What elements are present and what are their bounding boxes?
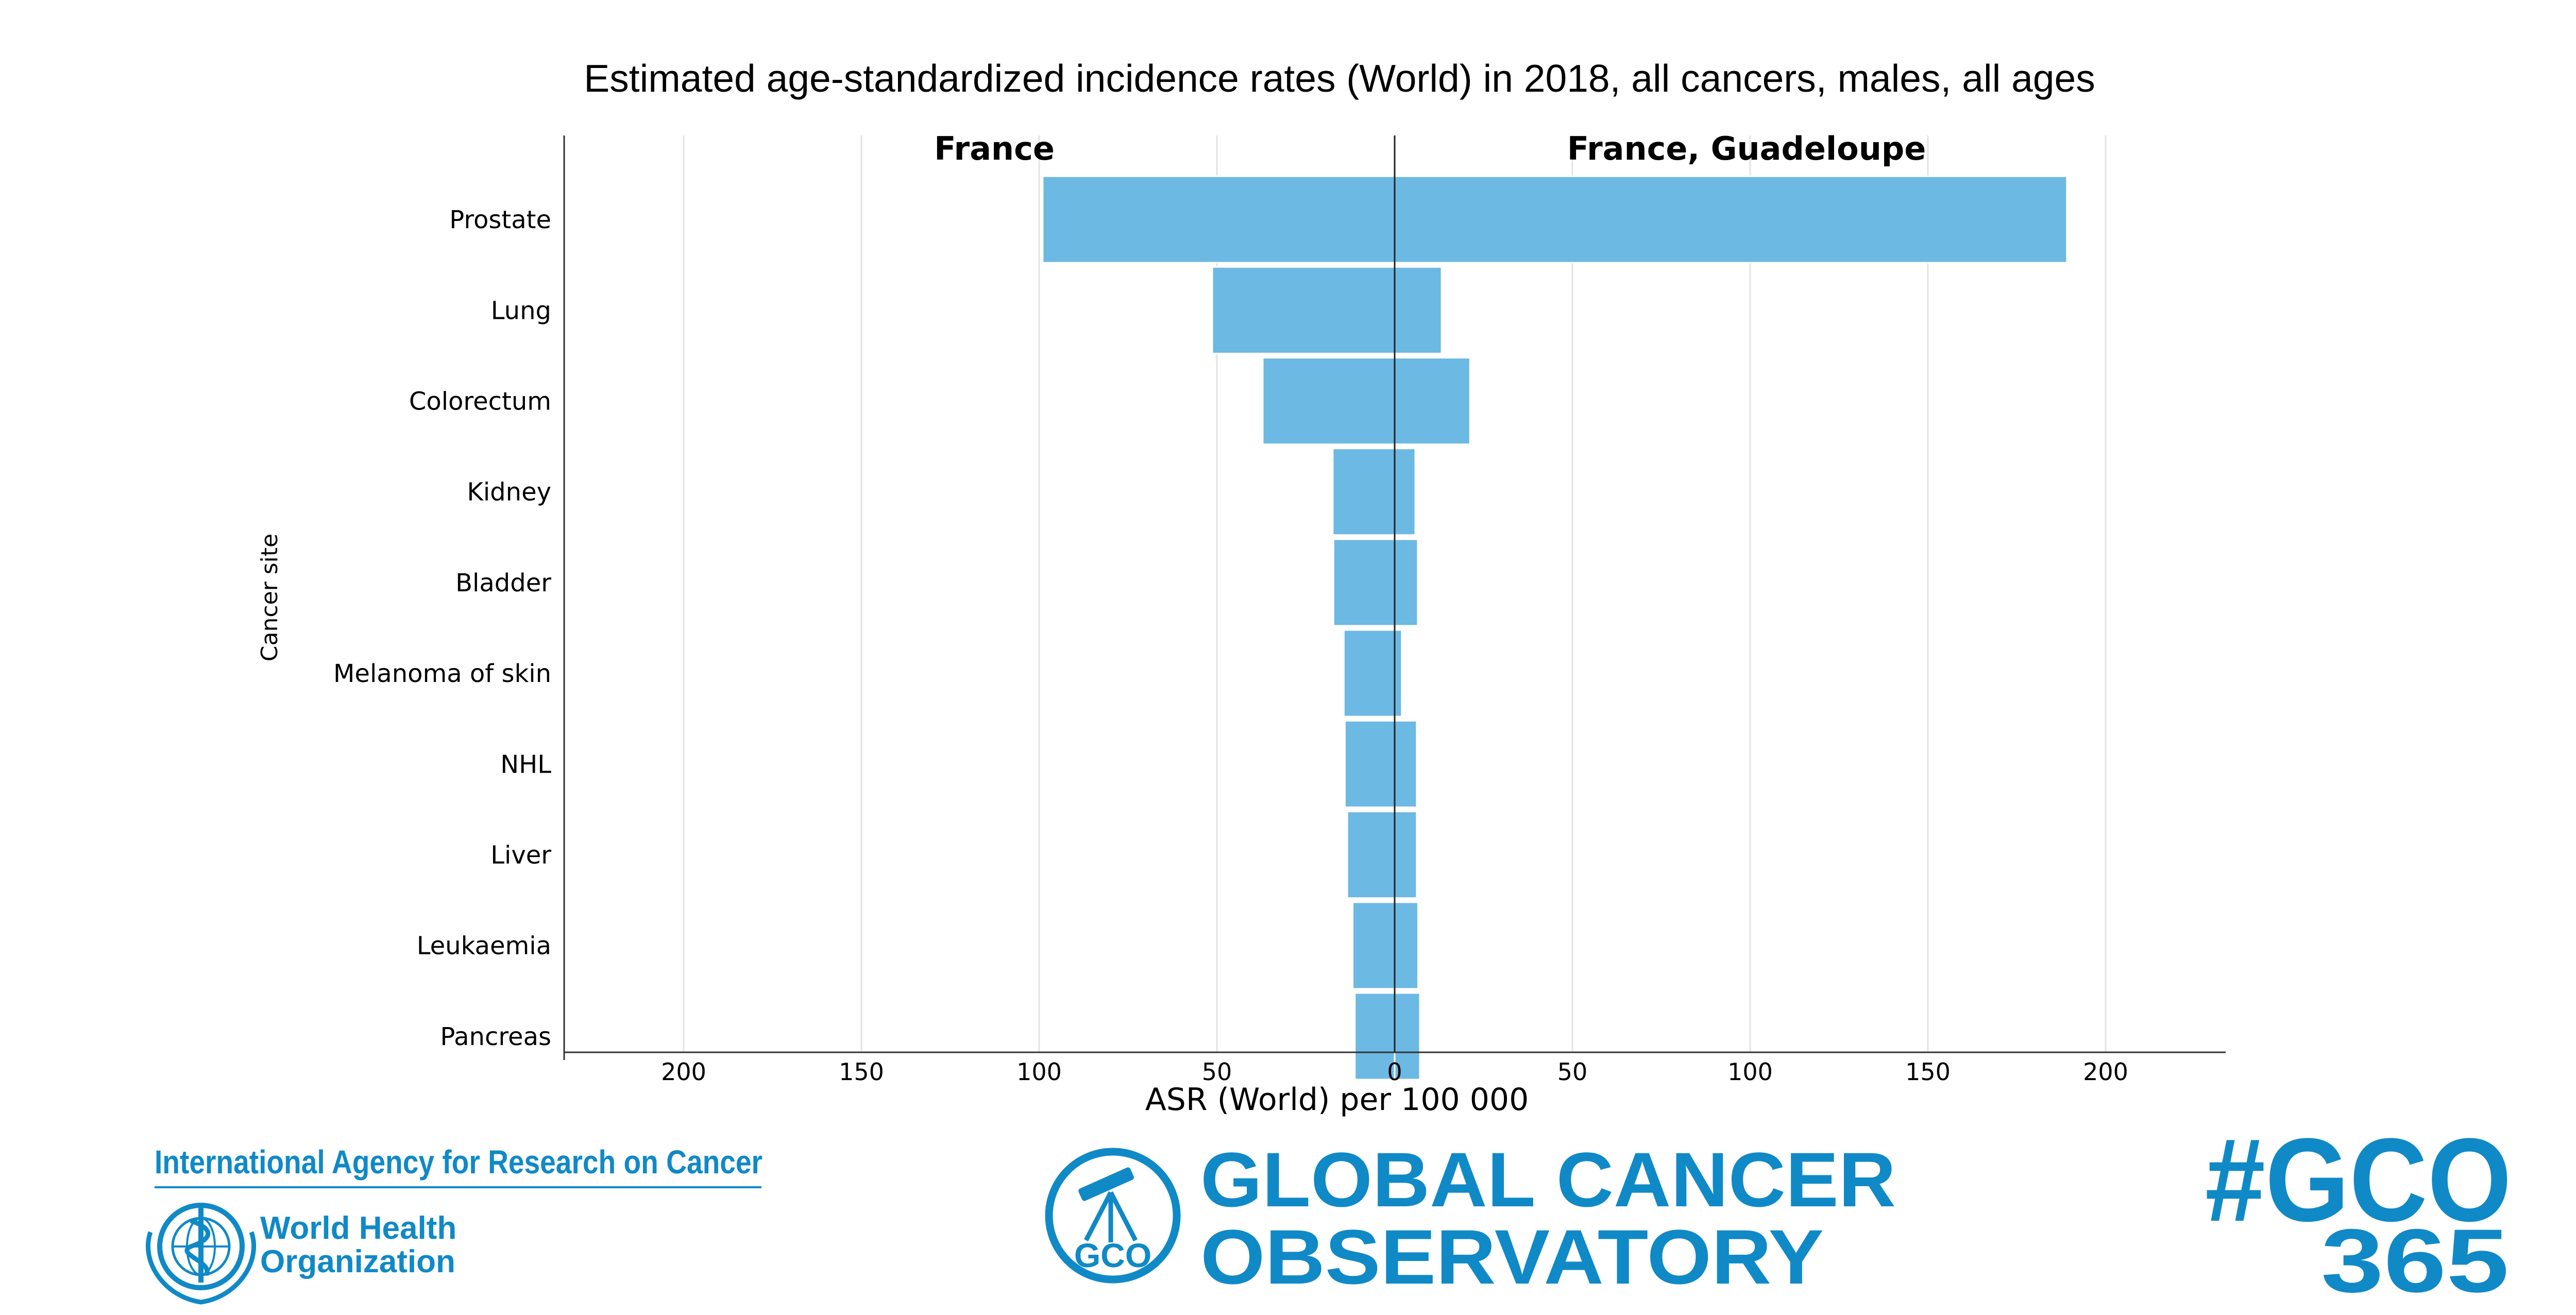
bar-guadeloupe-nhl xyxy=(1394,720,1418,808)
category-label: Prostate xyxy=(449,206,551,234)
bar-guadeloupe-pancreas xyxy=(1394,992,1421,1081)
panel-title-right: France, Guadeloupe xyxy=(1567,130,1926,167)
x-axis-title: ASR (World) per 100 000 xyxy=(1145,1082,1529,1118)
category-label: Bladder xyxy=(455,569,551,597)
x-tick-label: 150 xyxy=(1905,1058,1951,1086)
bar-france-nhl xyxy=(1344,720,1396,808)
bar-france-melanoma-of-skin xyxy=(1343,629,1396,718)
category-label: Melanoma of skin xyxy=(333,659,551,688)
category-label: Pancreas xyxy=(440,1022,551,1051)
x-tick-label: 50 xyxy=(1557,1058,1588,1086)
category-label: Lung xyxy=(491,296,551,325)
y-axis-title: Cancer site xyxy=(257,534,283,661)
x-tick-label: 50 xyxy=(1202,1058,1232,1086)
x-tick-label: 200 xyxy=(2083,1058,2128,1086)
bar-france-lung xyxy=(1211,266,1396,354)
x-tick-label: 100 xyxy=(1727,1058,1773,1086)
who-name-line1: World Health xyxy=(260,1210,456,1246)
bar-france-kidney xyxy=(1332,448,1396,536)
category-label: Leukaemia xyxy=(417,932,551,961)
labels: 200 150 100 50 0 50 100 150 200 Prostate Lung Color… xyxy=(333,206,2128,1086)
bar-guadeloupe-bladder xyxy=(1394,538,1419,627)
bar-guadeloupe-kidney xyxy=(1394,448,1416,536)
bar-france-prostate xyxy=(1042,175,1396,264)
who-name-line2: Organization xyxy=(260,1244,455,1279)
x-tick-label: 150 xyxy=(839,1058,884,1086)
bar-france-colorectum xyxy=(1262,357,1396,445)
bar-france-pancreas xyxy=(1354,992,1396,1081)
chart-title: Estimated age-standardized incidence rat… xyxy=(584,57,2095,100)
telescope-icon: GCO xyxy=(1045,1148,1181,1284)
gco-logo: GCO GLOBAL CANCER OBSERVATORY xyxy=(1045,1136,1896,1300)
gco-title-line2: OBSERVATORY xyxy=(1200,1214,1824,1300)
panel-title-left: France xyxy=(934,130,1055,167)
x-tick-label: 100 xyxy=(1016,1058,1062,1086)
x-tick-label: 0 xyxy=(1387,1058,1402,1086)
category-label: NHL xyxy=(500,750,551,779)
gco-badge-text: GCO xyxy=(1074,1236,1151,1274)
bar-guadeloupe-leukaemia xyxy=(1394,901,1419,990)
bar-guadeloupe-liver xyxy=(1394,811,1418,899)
category-label: Liver xyxy=(490,841,551,870)
bar-france-leukaemia xyxy=(1352,901,1396,990)
hashtag-logo: #GCO 365 xyxy=(2205,1114,2512,1311)
bar-guadeloupe-lung xyxy=(1394,266,1443,354)
x-tick-label: 200 xyxy=(661,1058,706,1086)
bar-france-liver xyxy=(1346,811,1396,899)
hashtag-line2: 365 xyxy=(2321,1211,2509,1311)
who-emblem-icon xyxy=(146,1203,256,1305)
iarc-logo: International Agency for Research on Can… xyxy=(146,1143,762,1305)
gco-title-line1: GLOBAL CANCER xyxy=(1200,1136,1896,1223)
bar-guadeloupe-prostate xyxy=(1394,175,2068,264)
category-label: Kidney xyxy=(467,478,551,507)
axes xyxy=(563,135,2226,1060)
hashtag-line1: #GCO xyxy=(2205,1114,2512,1246)
bar-france-bladder xyxy=(1332,538,1396,627)
iarc-name: International Agency for Research on Can… xyxy=(155,1143,762,1181)
category-label: Colorectum xyxy=(409,387,551,416)
bar-guadeloupe-colorectum xyxy=(1394,357,1471,445)
bars xyxy=(1042,175,2068,1081)
bar-guadeloupe-melanoma-of-skin xyxy=(1394,629,1403,718)
